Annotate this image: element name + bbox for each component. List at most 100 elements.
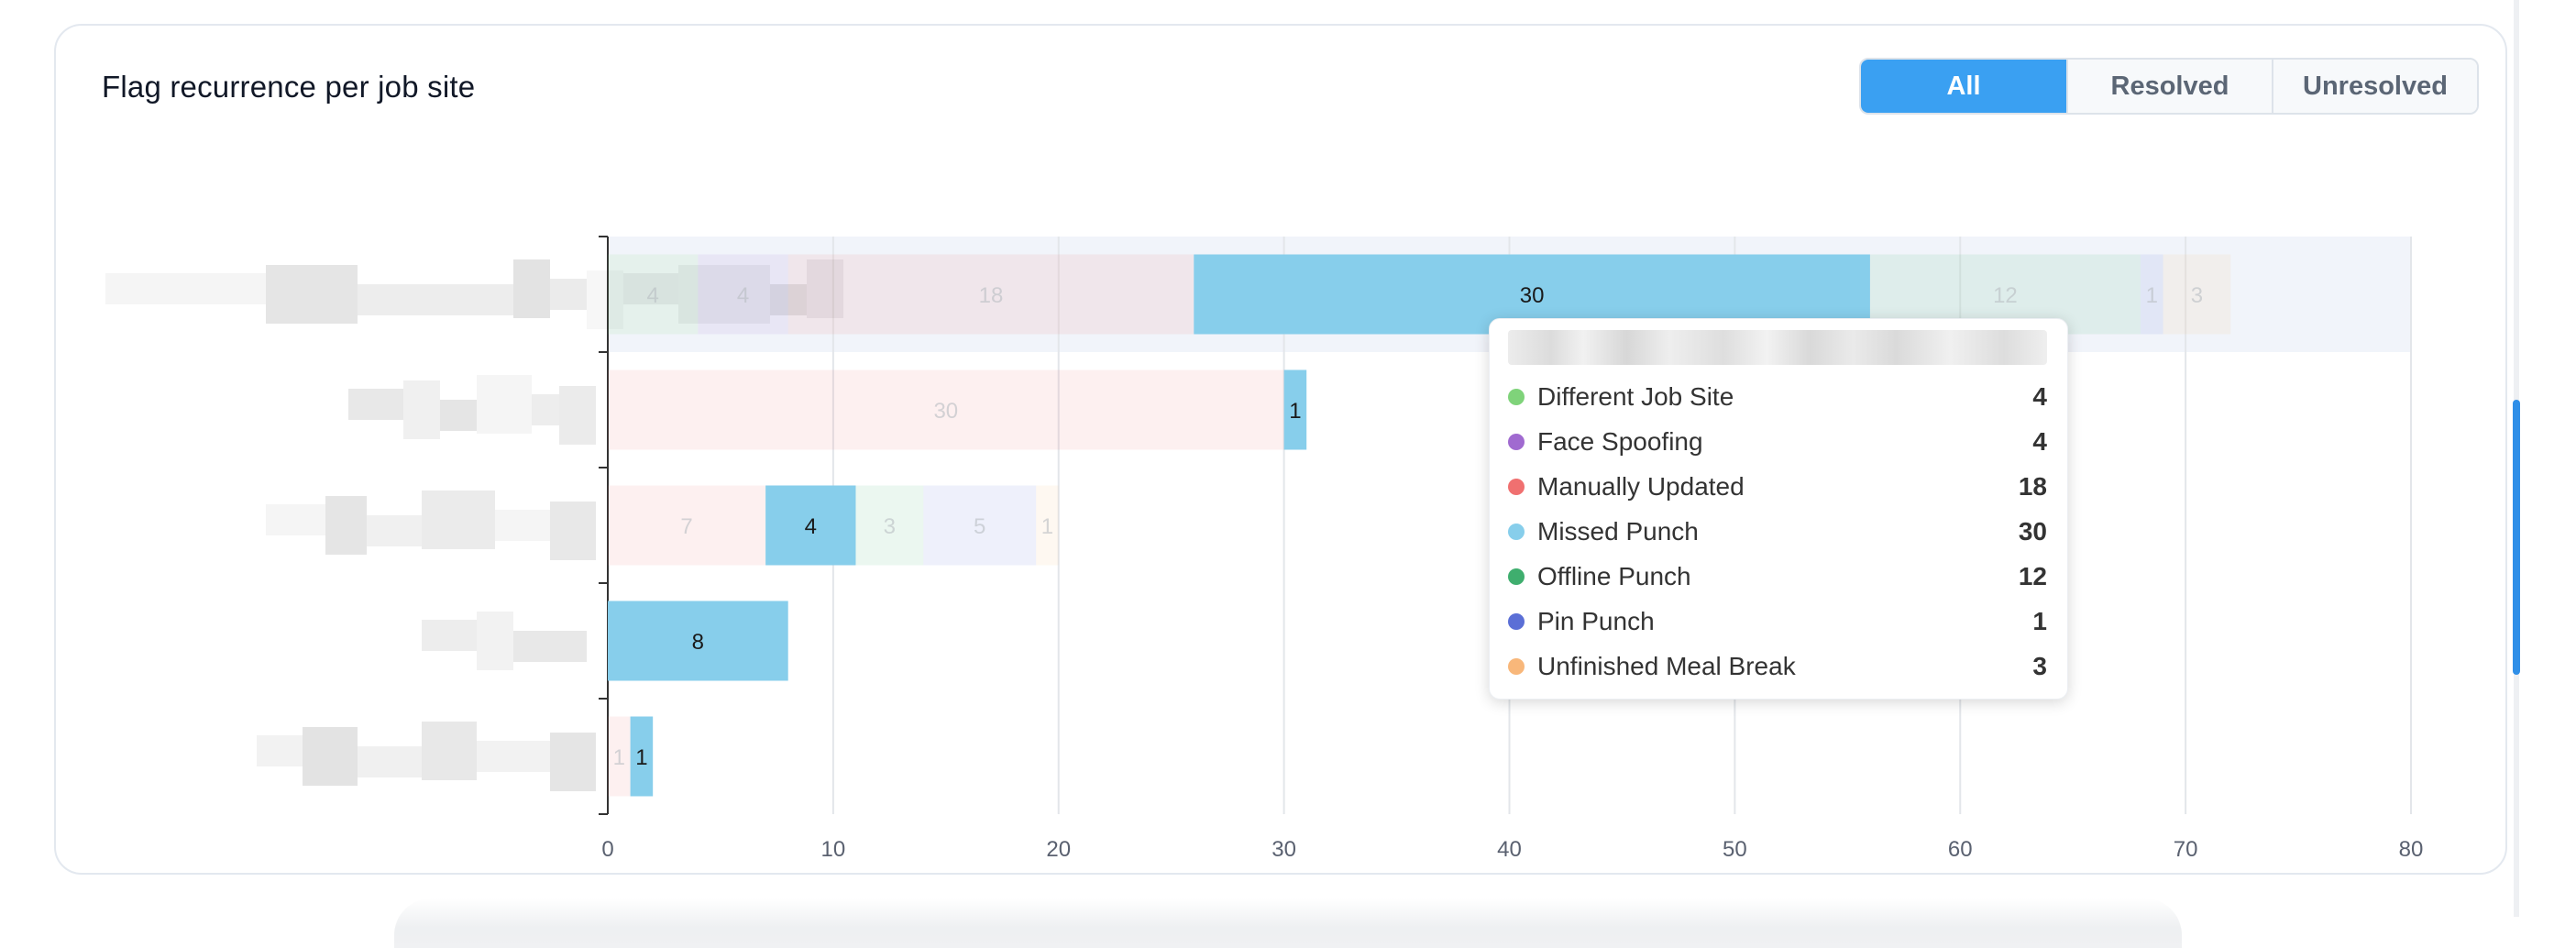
x-tick-label: 30 bbox=[1271, 837, 1296, 862]
x-tick-label: 70 bbox=[2174, 837, 2198, 862]
x-tick-label: 60 bbox=[1948, 837, 1973, 862]
tooltip-row-label: Different Job Site bbox=[1537, 381, 1734, 411]
bar-value-label: 4 bbox=[805, 514, 817, 539]
bar-value-label: 1 bbox=[1041, 514, 1053, 539]
bar-value-label: 7 bbox=[680, 514, 692, 539]
bar-value-label: 1 bbox=[1289, 399, 1301, 424]
tooltip-header-redacted bbox=[1508, 330, 2047, 365]
bar-segment bbox=[787, 254, 1194, 335]
bar-value-label: 4 bbox=[646, 283, 658, 308]
bar-segment bbox=[1283, 369, 1307, 450]
tooltip-row: Missed Punch 30 bbox=[1508, 509, 2047, 554]
tooltip-row-label: Offline Punch bbox=[1537, 561, 1691, 590]
bar-value-label: 1 bbox=[613, 745, 625, 770]
tooltip-row-value: 1 bbox=[2032, 606, 2047, 635]
bar-segment bbox=[1036, 485, 1059, 566]
redacted-category-label bbox=[477, 612, 513, 670]
redacted-category-label bbox=[495, 510, 550, 541]
tooltip-row-value: 3 bbox=[2032, 651, 2047, 680]
redacted-category-label bbox=[422, 722, 477, 780]
bar-segment bbox=[698, 254, 788, 335]
bar-segment bbox=[608, 485, 766, 566]
filter-all-button[interactable]: All bbox=[1861, 60, 2066, 113]
redacted-category-label bbox=[303, 727, 358, 786]
bar-segment bbox=[608, 601, 788, 681]
bar-value-label: 3 bbox=[884, 514, 896, 539]
tooltip-row: Different Job Site 4 bbox=[1508, 374, 2047, 419]
bar-value-label: 8 bbox=[692, 630, 704, 655]
bar-segment bbox=[2140, 254, 2163, 335]
redacted-category-label bbox=[477, 375, 532, 434]
bar-segment bbox=[765, 485, 856, 566]
redacted-category-label bbox=[422, 491, 495, 549]
tooltip-row-value: 30 bbox=[2018, 516, 2047, 546]
bar-value-label: 1 bbox=[635, 745, 647, 770]
redacted-category-label bbox=[367, 515, 422, 546]
redacted-category-label bbox=[513, 631, 587, 662]
tooltip-row: Face Spoofing 4 bbox=[1508, 419, 2047, 464]
x-tick-label: 20 bbox=[1046, 837, 1071, 862]
tooltip-row: Offline Punch 12 bbox=[1508, 554, 2047, 599]
bar-segment bbox=[2163, 254, 2231, 335]
redacted-category-label bbox=[358, 284, 513, 315]
x-tick-label: 10 bbox=[821, 837, 846, 862]
bar-segment bbox=[608, 716, 631, 797]
redacted-category-label bbox=[550, 502, 596, 560]
redacted-category-label bbox=[440, 400, 477, 431]
redacted-category-label bbox=[422, 620, 477, 651]
x-tick-label: 40 bbox=[1497, 837, 1522, 862]
page-scrollbar-thumb[interactable] bbox=[2513, 400, 2520, 675]
tooltip-row: Manually Updated 18 bbox=[1508, 464, 2047, 509]
series-color-dot bbox=[1508, 657, 1525, 675]
redacted-category-label bbox=[513, 259, 550, 318]
tooltip-row: Unfinished Meal Break 3 bbox=[1508, 644, 2047, 689]
tooltip-row-label: Face Spoofing bbox=[1537, 426, 1703, 456]
bar-segment bbox=[923, 485, 1037, 566]
redacted-category-label bbox=[257, 735, 303, 766]
redacted-category-label bbox=[477, 741, 550, 772]
bar-value-label: 18 bbox=[979, 283, 1004, 308]
redacted-category-label bbox=[105, 273, 266, 304]
tooltip-row-label: Missed Punch bbox=[1537, 516, 1699, 546]
series-color-dot bbox=[1508, 612, 1525, 630]
redacted-category-label bbox=[807, 259, 843, 318]
redacted-category-label bbox=[623, 273, 678, 304]
bar-value-label: 4 bbox=[737, 283, 749, 308]
redacted-category-label bbox=[358, 746, 422, 777]
filter-resolved-button[interactable]: Resolved bbox=[2066, 60, 2272, 113]
x-tick-label: 0 bbox=[601, 837, 613, 862]
tooltip-row-value: 18 bbox=[2018, 471, 2047, 501]
bar-value-label: 12 bbox=[1993, 283, 2018, 308]
bar-value-label: 3 bbox=[2191, 283, 2203, 308]
redacted-category-label bbox=[559, 386, 596, 445]
series-color-dot bbox=[1508, 433, 1525, 450]
tooltip-row-label: Unfinished Meal Break bbox=[1537, 651, 1796, 680]
tooltip-row-label: Pin Punch bbox=[1537, 606, 1655, 635]
tooltip-row-value: 4 bbox=[2032, 426, 2047, 456]
status-filter-toggle: All Resolved Unresolved bbox=[1859, 58, 2479, 115]
bar-value-label: 30 bbox=[933, 399, 958, 424]
redacted-category-label bbox=[678, 265, 770, 324]
filter-unresolved-button[interactable]: Unresolved bbox=[2272, 60, 2477, 113]
redacted-category-label bbox=[325, 496, 367, 555]
tooltip-row-label: Manually Updated bbox=[1537, 471, 1745, 501]
redacted-category-label bbox=[266, 504, 325, 535]
bar-segment bbox=[630, 716, 654, 797]
bar-segment bbox=[608, 369, 1284, 450]
x-tick-label: 80 bbox=[2399, 837, 2424, 862]
tooltip-row-value: 4 bbox=[2032, 381, 2047, 411]
redacted-category-label bbox=[348, 389, 403, 420]
redacted-category-label bbox=[550, 279, 587, 310]
bar-value-label: 5 bbox=[974, 514, 985, 539]
redacted-category-label bbox=[532, 394, 559, 425]
chart-tooltip: Different Job Site 4 Face Spoofing 4 Man… bbox=[1489, 318, 2068, 700]
series-color-dot bbox=[1508, 523, 1525, 540]
redacted-category-label bbox=[266, 265, 358, 324]
tooltip-row: Pin Punch 1 bbox=[1508, 599, 2047, 644]
bar-segment bbox=[855, 485, 924, 566]
bar-value-label: 1 bbox=[2146, 283, 2158, 308]
redacted-category-label bbox=[550, 733, 596, 791]
series-color-dot bbox=[1508, 388, 1525, 405]
redacted-category-label bbox=[770, 284, 807, 315]
